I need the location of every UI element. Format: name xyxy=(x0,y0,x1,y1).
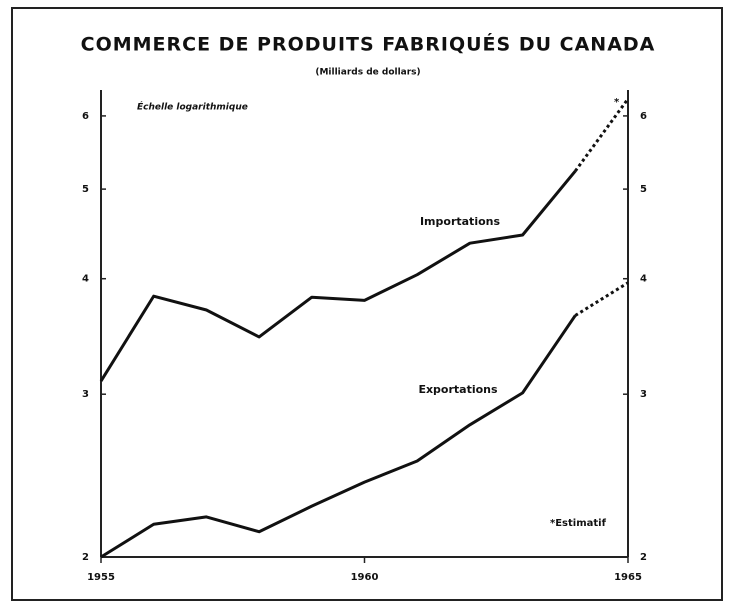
y-tick-label: 4 xyxy=(82,274,89,285)
y-tick-label: 6 xyxy=(82,111,89,122)
chart-title: COMMERCE DE PRODUITS FABRIQUÉS DU CANADA xyxy=(81,33,656,56)
y-tick-label: 5 xyxy=(82,184,89,195)
chart-subtitle: (Milliards de dollars) xyxy=(315,68,420,78)
y2-tick-label: 5 xyxy=(640,184,647,195)
estimate-marker: * xyxy=(614,97,620,108)
series-line xyxy=(100,314,577,559)
scale-note: Échelle logarithmique xyxy=(137,101,248,113)
series-line-estimated xyxy=(574,97,630,172)
x-tick-label: 1960 xyxy=(351,572,379,583)
series-line xyxy=(99,170,577,382)
series-line-estimated xyxy=(574,281,629,317)
y2-tick-label: 4 xyxy=(640,274,647,285)
series-label: Importations xyxy=(420,215,501,228)
x-tick-label: 1955 xyxy=(87,572,115,583)
y2-tick-label: 2 xyxy=(640,552,647,563)
x-tick-label: 1965 xyxy=(614,572,642,583)
y2-tick-label: 3 xyxy=(640,389,647,400)
frame xyxy=(11,7,723,601)
y-tick-label: 2 xyxy=(82,552,89,563)
footnote: *Estimatif xyxy=(550,518,607,529)
y2-tick-label: 6 xyxy=(640,111,647,122)
y-tick-label: 3 xyxy=(82,389,89,400)
series-label: Exportations xyxy=(418,383,498,396)
